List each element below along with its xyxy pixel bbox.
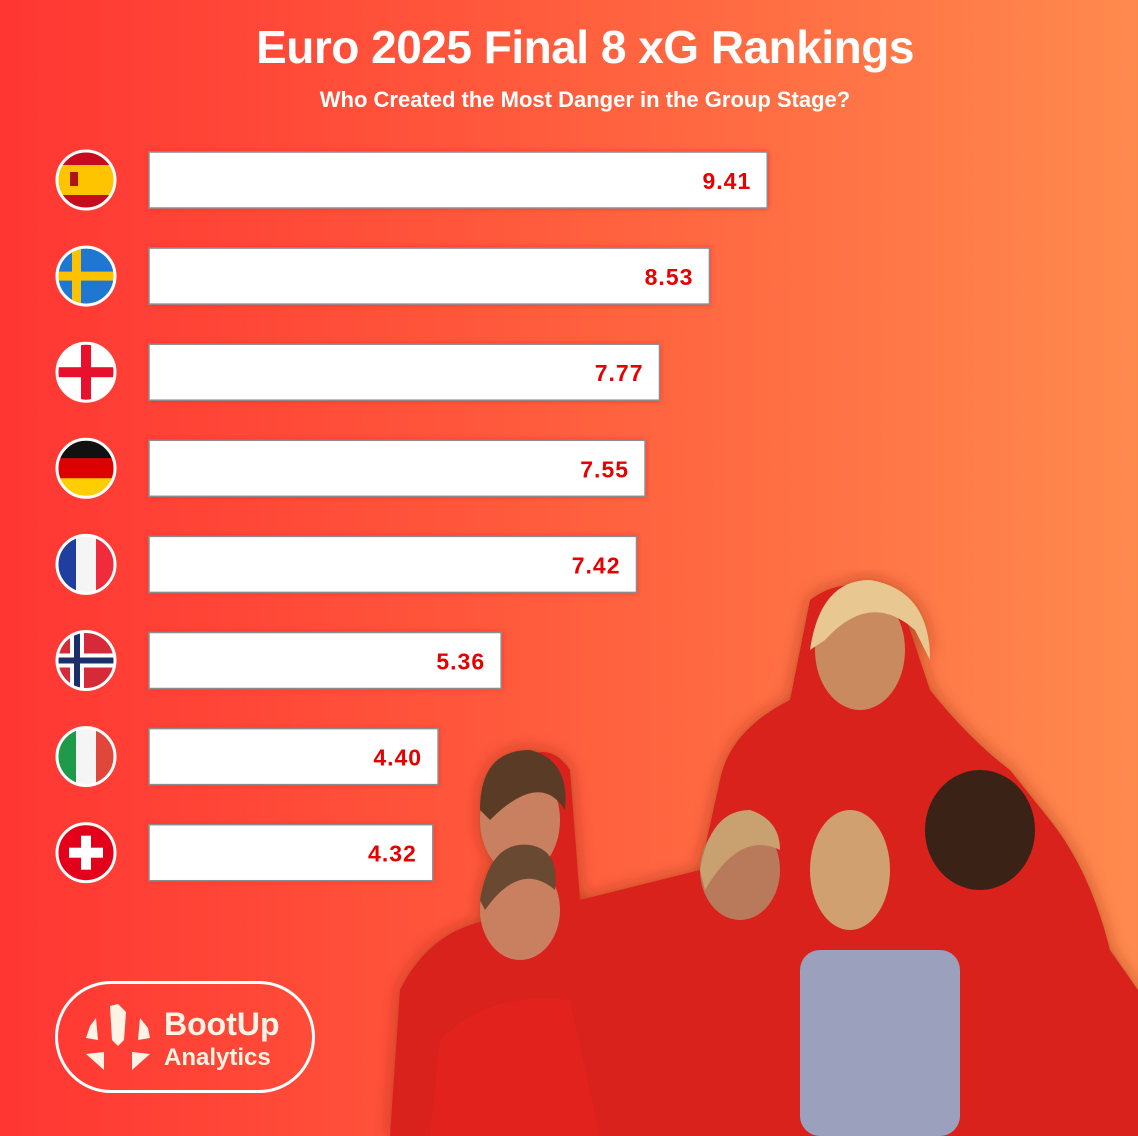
logo-text-bootup: BootUp (164, 1006, 280, 1042)
bar-germany (148, 439, 646, 498)
chart-subtitle: Who Created the Most Danger in the Group… (319, 87, 851, 112)
data-label: 9.41 (702, 168, 751, 194)
data-label: 4.32 (368, 841, 417, 867)
flag-england-icon (55, 341, 117, 403)
data-label: 8.53 (645, 264, 694, 290)
flag-germany-icon (55, 437, 117, 499)
flag-switzerland-icon (55, 822, 117, 884)
flag-sweden-icon (55, 245, 117, 307)
data-label: 7.55 (580, 456, 629, 482)
data-label: 4.40 (373, 745, 422, 771)
flag-spain-icon (55, 149, 117, 211)
bar-england (148, 343, 661, 401)
bar-norway (148, 631, 502, 690)
data-label: 7.42 (572, 552, 621, 578)
team-celebration-photo (390, 580, 1138, 1136)
data-label: 5.36 (436, 649, 485, 675)
bootup-logo-icon (86, 1004, 150, 1070)
chart-title: Euro 2025 Final 8 xG Rankings (256, 21, 914, 73)
data-label: 7.77 (595, 360, 644, 386)
bar-switzerland (148, 823, 434, 882)
bootup-analytics-logo: BootUp Analytics (55, 981, 315, 1093)
bar-italy (148, 727, 439, 786)
flag-france-icon (55, 533, 117, 595)
bar-sweden (148, 247, 711, 305)
bar-spain (148, 151, 768, 209)
flag-italy-icon (55, 726, 117, 788)
logo-text-analytics: Analytics (164, 1044, 271, 1071)
flag-norway-icon (55, 630, 117, 691)
bar-france (148, 535, 638, 594)
